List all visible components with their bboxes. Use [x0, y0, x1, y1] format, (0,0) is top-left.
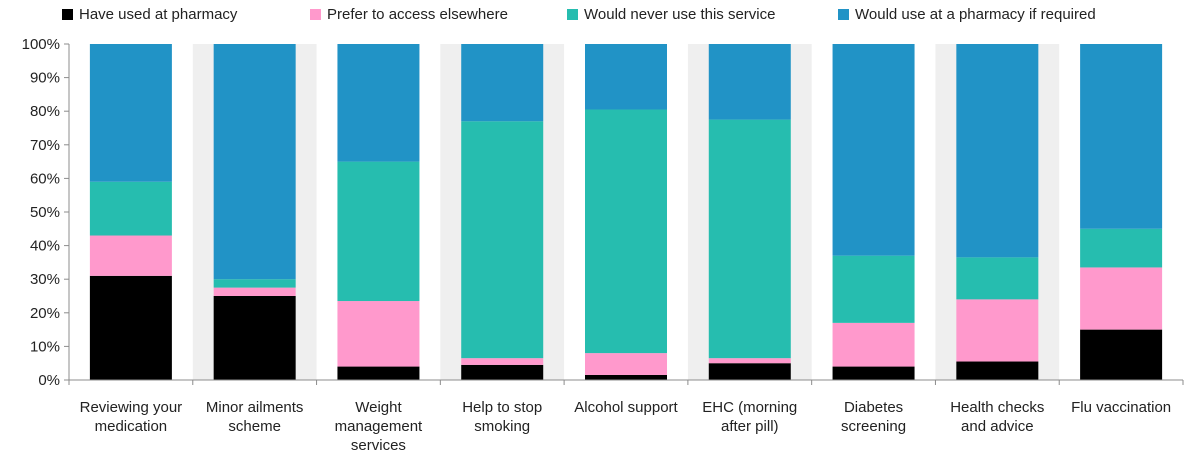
bar-segment [956, 257, 1039, 300]
bar-segment [585, 353, 667, 375]
x-tick-label: EHC (morning after pill) [702, 399, 797, 435]
y-tick-label: 0% [38, 372, 60, 389]
legend-label: Would never use this service [584, 6, 776, 23]
bar-segment [832, 255, 915, 323]
legend-label: Have used at pharmacy [79, 6, 238, 23]
bar-stacks [89, 44, 1163, 380]
bar-segment [461, 358, 544, 365]
x-tick-label-line: screening [841, 418, 906, 435]
bar-segment [956, 361, 1039, 380]
x-tick-label-line: after pill) [721, 418, 779, 435]
y-tick-label: 30% [30, 271, 60, 288]
x-tick-label: Health checks and advice [950, 399, 1044, 435]
bar-segment [213, 44, 296, 280]
x-tick-label-line: EHC (morning [702, 399, 797, 416]
legend-swatch [567, 9, 578, 20]
x-tick-label-line: smoking [474, 418, 530, 435]
y-tick-label: 50% [30, 204, 60, 221]
x-tick-label-line: Diabetes [844, 399, 903, 416]
bar-segment [337, 301, 420, 367]
x-tick-label: Diabetes screening [841, 399, 906, 435]
x-tick-label-line: Weight [355, 399, 402, 416]
bar-segment [1080, 44, 1163, 229]
y-tick-label: 100% [22, 36, 60, 53]
bar-segment [585, 374, 667, 380]
bar-segment [89, 44, 172, 182]
y-tick-label: 90% [30, 70, 60, 87]
y-tick-label: 60% [30, 170, 60, 187]
bar-segment [585, 44, 667, 110]
bar-segment [708, 363, 791, 380]
x-tick-label-line: Alcohol support [574, 399, 678, 416]
legend-item-would-use-if-required: Would use at a pharmacy if required [838, 6, 1096, 23]
bar-segment [337, 44, 420, 162]
bar-segment [956, 44, 1039, 258]
bar-segment [832, 322, 915, 367]
legend-swatch [62, 9, 73, 20]
bar-segment [1080, 267, 1163, 330]
y-tick-label: 10% [30, 338, 60, 355]
bar-segment [213, 279, 296, 288]
x-axis-tick-labels: Reviewing your medication Minor ailments sc… [80, 399, 1172, 454]
legend-label: Would use at a pharmacy if required [855, 6, 1096, 23]
legend-item-would-never-use: Would never use this service [567, 6, 775, 23]
x-tick-label-line: Flu vaccination [1071, 399, 1171, 416]
bar-segment [337, 161, 420, 302]
legend-swatch [838, 9, 849, 20]
bar-segment [461, 44, 544, 122]
bar-segment [213, 296, 296, 380]
x-tick-label-line: Reviewing your [80, 399, 183, 416]
x-tick-label-line: Minor ailments [206, 399, 304, 416]
x-tick-label-line: Help to stop [462, 399, 542, 416]
bar-segment [89, 181, 172, 236]
x-tick-label: Flu vaccination [1071, 399, 1171, 416]
bar-segment [585, 109, 667, 354]
legend-item-prefer-elsewhere: Prefer to access elsewhere [310, 6, 508, 23]
bar-segment [832, 44, 915, 256]
x-tick-label: Weight management services [335, 399, 423, 454]
legend-label: Prefer to access elsewhere [327, 6, 508, 23]
bar-segment [89, 275, 172, 380]
x-tick-label-line: Health checks [950, 399, 1044, 416]
axes [64, 43, 1184, 385]
x-tick-label: Minor ailments scheme [206, 399, 304, 435]
y-tick-label: 80% [30, 103, 60, 120]
bar-segment [956, 299, 1039, 362]
bar-segment [708, 119, 791, 359]
bar-segment [708, 44, 791, 120]
bar-segment [1080, 329, 1163, 380]
x-tick-label-line: management [335, 418, 423, 435]
y-tick-label: 70% [30, 137, 60, 154]
bar-segment [461, 121, 544, 359]
bar-segment [337, 366, 420, 380]
chart-legend: Have used at pharmacy Prefer to access e… [0, 6, 1187, 28]
y-tick-label: 40% [30, 238, 60, 255]
x-tick-label: Reviewing your medication [80, 399, 183, 435]
x-tick-label-line: services [351, 437, 406, 454]
x-tick-label: Help to stop smoking [462, 399, 542, 435]
legend-item-have-used: Have used at pharmacy [62, 6, 237, 23]
x-tick-label-line: and advice [961, 418, 1034, 435]
y-tick-label: 20% [30, 305, 60, 322]
x-tick-label: Alcohol support [574, 399, 678, 416]
bar-segment [461, 364, 544, 380]
x-tick-label-line: scheme [228, 418, 281, 435]
bar-segment [708, 358, 791, 364]
bar-segment [1080, 228, 1163, 268]
y-axis-tick-labels: 0% 10% 20% 30% 40% 50% 60% 70% 80% 90% 100% [22, 36, 60, 389]
bar-segment [213, 287, 296, 296]
legend-swatch [310, 9, 321, 20]
x-tick-label-line: medication [95, 418, 168, 435]
bar-segment [832, 366, 915, 380]
bar-segment [89, 235, 172, 276]
